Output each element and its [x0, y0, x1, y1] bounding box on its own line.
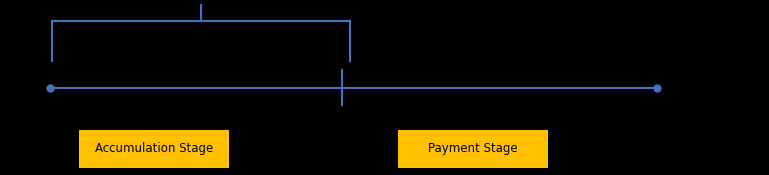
- FancyBboxPatch shape: [398, 130, 548, 168]
- Text: Accumulation Stage: Accumulation Stage: [95, 142, 213, 155]
- Text: Payment Stage: Payment Stage: [428, 142, 518, 155]
- FancyBboxPatch shape: [79, 130, 229, 168]
